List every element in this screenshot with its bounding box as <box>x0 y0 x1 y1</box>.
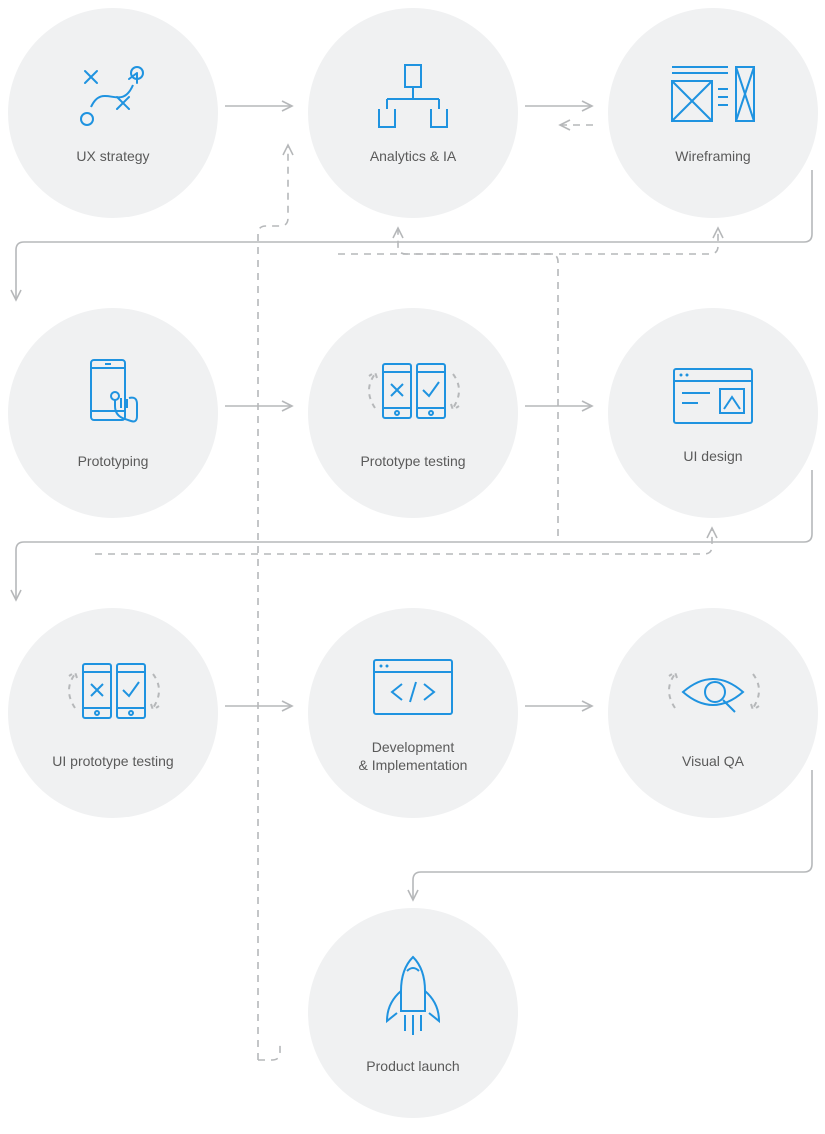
ux-strategy-icon <box>73 61 153 131</box>
ui-prototype-testing-icon <box>53 656 173 736</box>
node-label: Prototyping <box>78 452 149 470</box>
node-analytics-ia: Analytics & IA <box>308 8 518 218</box>
node-development: Development & Implementation <box>308 608 518 818</box>
node-visual-qa: Visual QA <box>608 608 818 818</box>
development-icon <box>368 652 458 722</box>
node-prototype-testing: Prototype testing <box>308 308 518 518</box>
node-label: Visual QA <box>682 752 744 770</box>
prototyping-icon <box>73 356 153 436</box>
node-label: UI design <box>683 447 742 465</box>
node-label: Wireframing <box>675 147 750 165</box>
wireframing-icon <box>668 61 758 131</box>
node-label: Product launch <box>366 1057 459 1075</box>
node-product-launch: Product launch <box>308 908 518 1118</box>
node-ui-design: UI design <box>608 308 818 518</box>
node-label: UI prototype testing <box>52 752 173 770</box>
node-label: Prototype testing <box>360 452 465 470</box>
ui-design-icon <box>668 361 758 431</box>
node-prototyping: Prototyping <box>8 308 218 518</box>
node-wireframing: Wireframing <box>608 8 818 218</box>
product-launch-icon <box>373 951 453 1041</box>
prototype-testing-icon <box>353 356 473 436</box>
analytics-ia-icon <box>368 61 458 131</box>
process-flowchart: UX strategy Analytics & IA <box>0 0 825 1134</box>
node-label: UX strategy <box>76 147 149 165</box>
node-label: Analytics & IA <box>370 147 456 165</box>
visual-qa-icon <box>653 656 773 736</box>
node-ux-strategy: UX strategy <box>8 8 218 218</box>
node-label: Development & Implementation <box>359 738 468 774</box>
node-ui-prototype-testing: UI prototype testing <box>8 608 218 818</box>
